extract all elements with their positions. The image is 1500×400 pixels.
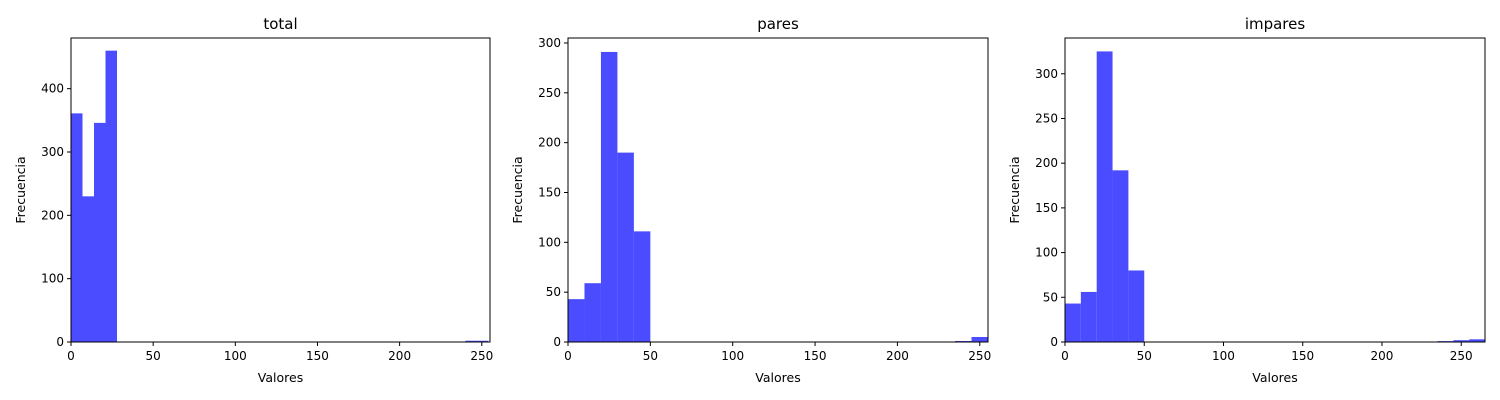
y-tick-label: 100 bbox=[41, 272, 64, 286]
x-tick-label: 150 bbox=[306, 349, 329, 363]
y-tick-label: 150 bbox=[1035, 201, 1058, 215]
histogram-bar-1-2 bbox=[600, 51, 618, 342]
y-axis-label: Frecuencia bbox=[1007, 156, 1022, 223]
y-tick-label: 50 bbox=[546, 285, 561, 299]
histogram-bar-0-6 bbox=[476, 340, 489, 342]
histogram-bar-0-2 bbox=[94, 122, 106, 342]
chart-panel-1: 0 50 100 150 200 250 0 50 100 150 200 250 300 pares Va… bbox=[510, 15, 991, 385]
chart-panel-0: 0 50 100 150 200 250 0 100 200 300 400 total Valores… bbox=[13, 15, 493, 385]
histogram-bar-2-6 bbox=[1453, 340, 1470, 342]
y-axis-label: Frecuencia bbox=[510, 156, 525, 223]
histogram-bar-2-1 bbox=[1080, 291, 1097, 342]
y-tick-label: 0 bbox=[553, 335, 561, 349]
x-tick-label: 200 bbox=[1371, 349, 1394, 363]
histogram-bar-0-3 bbox=[105, 50, 118, 343]
y-tick-label: 150 bbox=[538, 185, 561, 199]
x-tick-label: 100 bbox=[721, 349, 744, 363]
y-tick-label: 0 bbox=[1050, 335, 1058, 349]
histogram-bar-2-0 bbox=[1065, 303, 1081, 342]
chart-title: pares bbox=[757, 15, 799, 33]
x-tick-label: 200 bbox=[886, 349, 909, 363]
axes-frame bbox=[567, 37, 989, 343]
y-tick-label: 200 bbox=[538, 136, 561, 150]
x-axis-label: Valores bbox=[755, 370, 800, 385]
axes-frame bbox=[1064, 37, 1486, 343]
x-tick-label: 250 bbox=[1450, 349, 1473, 363]
y-tick-label: 300 bbox=[41, 145, 64, 159]
x-tick-label: 0 bbox=[67, 349, 75, 363]
y-tick-label: 0 bbox=[56, 335, 64, 349]
x-tick-label: 0 bbox=[564, 349, 572, 363]
y-tick-label: 250 bbox=[538, 86, 561, 100]
histogram-bar-1-6 bbox=[971, 337, 988, 342]
y-tick-label: 300 bbox=[1035, 67, 1058, 81]
x-tick-label: 0 bbox=[1061, 349, 1069, 363]
histogram-bar-2-3 bbox=[1112, 170, 1129, 342]
y-tick-label: 250 bbox=[1035, 111, 1058, 125]
x-tick-label: 50 bbox=[1137, 349, 1152, 363]
histogram-bar-1-1 bbox=[584, 283, 601, 342]
y-axis-label: Frecuencia bbox=[13, 156, 28, 223]
x-tick-label: 100 bbox=[224, 349, 247, 363]
y-tick-label: 200 bbox=[1035, 156, 1058, 170]
y-tick-label: 50 bbox=[1043, 290, 1058, 304]
histogram-bar-1-0 bbox=[568, 299, 585, 342]
y-tick-label: 100 bbox=[1035, 246, 1058, 260]
histogram-bar-0-0 bbox=[71, 113, 83, 342]
x-axis-label: Valores bbox=[1252, 370, 1297, 385]
chart-title: total bbox=[263, 15, 297, 33]
y-tick-label: 100 bbox=[538, 235, 561, 249]
x-tick-label: 150 bbox=[1291, 349, 1314, 363]
histogram-bar-0-5 bbox=[465, 340, 477, 342]
y-tick-label: 300 bbox=[538, 36, 561, 50]
y-tick-label: 400 bbox=[41, 82, 64, 96]
x-tick-label: 150 bbox=[804, 349, 827, 363]
histogram-bar-2-4 bbox=[1128, 270, 1145, 342]
histogram-bar-1-4 bbox=[633, 231, 651, 342]
histogram-bar-0-1 bbox=[82, 196, 95, 342]
x-tick-label: 250 bbox=[968, 349, 991, 363]
histogram-bar-1-3 bbox=[617, 152, 634, 342]
y-tick-label: 200 bbox=[41, 208, 64, 222]
histogram-bar-2-2 bbox=[1096, 51, 1113, 342]
histogram-bar-2-7 bbox=[1469, 339, 1485, 342]
x-tick-label: 50 bbox=[643, 349, 658, 363]
x-tick-label: 100 bbox=[1212, 349, 1235, 363]
x-tick-label: 200 bbox=[388, 349, 411, 363]
x-axis-label: Valores bbox=[258, 370, 303, 385]
chart-panel-2: 0 50 100 150 200 250 0 50 100 150 200 250 300 impares… bbox=[1007, 15, 1486, 385]
axes-frame bbox=[70, 37, 491, 343]
x-tick-label: 250 bbox=[470, 349, 493, 363]
x-tick-label: 50 bbox=[146, 349, 161, 363]
chart-title: impares bbox=[1245, 15, 1306, 33]
